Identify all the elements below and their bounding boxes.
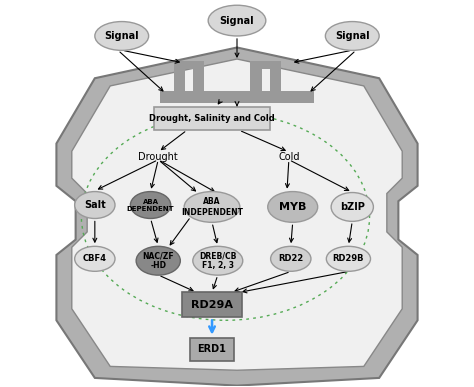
Text: Drought: Drought xyxy=(138,152,178,162)
Polygon shape xyxy=(56,48,418,385)
Ellipse shape xyxy=(75,247,115,271)
Ellipse shape xyxy=(75,192,115,219)
Ellipse shape xyxy=(271,247,311,271)
Ellipse shape xyxy=(184,192,240,222)
Text: CBF4: CBF4 xyxy=(83,254,107,263)
Text: NAC/ZF
-HD: NAC/ZF -HD xyxy=(142,251,174,271)
Text: bZIP: bZIP xyxy=(340,202,365,212)
FancyBboxPatch shape xyxy=(173,61,204,69)
Text: RD22: RD22 xyxy=(278,254,303,263)
Text: MYB: MYB xyxy=(279,202,306,212)
Ellipse shape xyxy=(268,192,318,222)
FancyBboxPatch shape xyxy=(173,65,185,99)
FancyBboxPatch shape xyxy=(193,65,204,99)
FancyBboxPatch shape xyxy=(270,65,281,99)
FancyBboxPatch shape xyxy=(250,65,262,99)
Ellipse shape xyxy=(95,22,149,50)
Text: Cold: Cold xyxy=(278,152,300,162)
FancyBboxPatch shape xyxy=(182,293,242,317)
Text: Signal: Signal xyxy=(219,15,255,26)
Ellipse shape xyxy=(326,247,371,271)
Text: RD29B: RD29B xyxy=(333,254,364,263)
FancyBboxPatch shape xyxy=(155,107,270,130)
Text: Signal: Signal xyxy=(104,31,139,41)
FancyBboxPatch shape xyxy=(190,337,234,361)
Ellipse shape xyxy=(193,247,243,275)
Ellipse shape xyxy=(325,22,379,50)
Text: DREB/CB
F1, 2, 3: DREB/CB F1, 2, 3 xyxy=(199,251,237,271)
Text: Salt: Salt xyxy=(84,200,106,210)
Text: Signal: Signal xyxy=(335,31,370,41)
FancyBboxPatch shape xyxy=(250,61,281,69)
Ellipse shape xyxy=(208,5,266,36)
Ellipse shape xyxy=(130,192,171,219)
Text: RD29A: RD29A xyxy=(191,300,233,310)
Polygon shape xyxy=(72,59,402,370)
Ellipse shape xyxy=(331,193,374,221)
Text: ABA
DEPENDENT: ABA DEPENDENT xyxy=(127,199,174,212)
FancyBboxPatch shape xyxy=(160,91,314,103)
Text: ERD1: ERD1 xyxy=(198,344,227,354)
Text: Drought, Salinity and Cold: Drought, Salinity and Cold xyxy=(149,114,275,123)
Ellipse shape xyxy=(136,247,180,275)
Text: ABA
INDEPENDENT: ABA INDEPENDENT xyxy=(181,197,243,217)
